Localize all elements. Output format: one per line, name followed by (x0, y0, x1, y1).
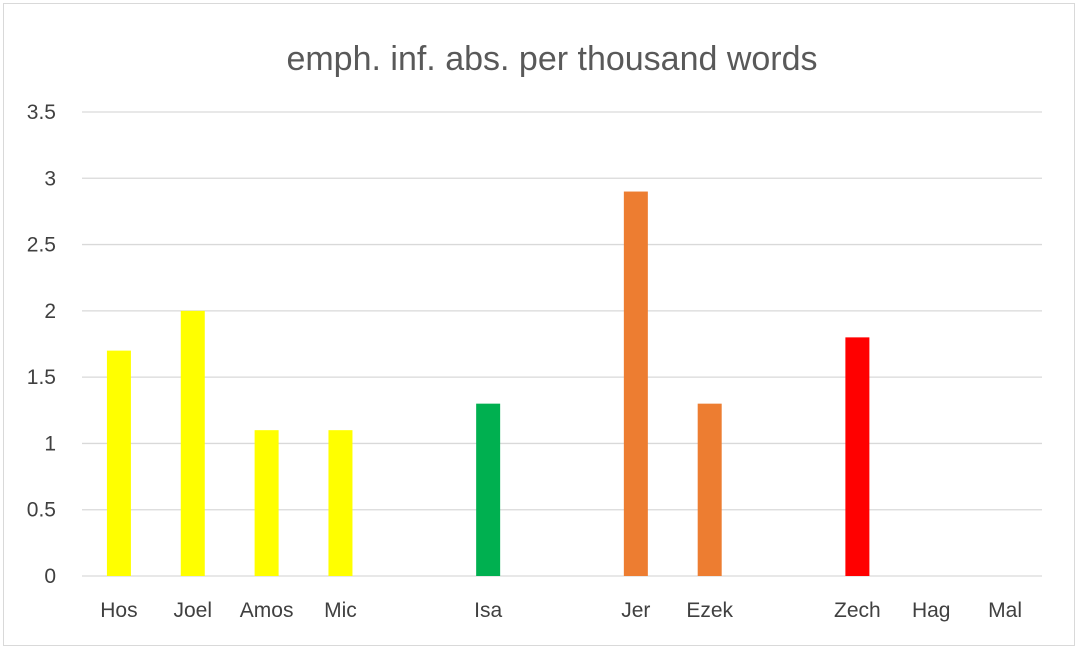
y-axis-ticks: 0 0.5 1 1.5 2 2.5 3 3.5 (27, 101, 56, 588)
bar-ezek (697, 403, 722, 576)
x-tick-label: Ezek (686, 599, 733, 622)
bars (106, 191, 870, 577)
y-tick-label: 1.5 (27, 366, 56, 389)
x-tick-label: Isa (474, 599, 502, 622)
y-tick-label: 2 (44, 300, 56, 323)
gridlines (82, 111, 1042, 577)
x-tick-label: Mal (988, 599, 1022, 622)
y-tick-label: 3.5 (27, 101, 56, 124)
y-tick-label: 1 (44, 432, 56, 455)
x-tick-label: Jer (621, 599, 650, 622)
x-tick-label: Hos (100, 599, 137, 622)
bar-mic (328, 430, 353, 576)
x-tick-label: Mic (324, 599, 357, 622)
y-tick-label: 0.5 (27, 499, 56, 522)
bar-amos (254, 430, 279, 576)
bar-zech (845, 337, 870, 576)
y-tick-label: 2.5 (27, 234, 56, 257)
bar-joel (180, 310, 205, 576)
x-tick-label: Zech (834, 599, 881, 622)
x-tick-label: Amos (240, 599, 294, 622)
bar-jer (623, 191, 648, 577)
bar-isa (476, 403, 501, 576)
x-tick-label: Hag (912, 599, 951, 622)
chart-title: emph. inf. abs. per thousand words (286, 40, 817, 78)
x-axis-ticks: Hos Joel Amos Mic Isa Jer Ezek Zech Hag Mal (100, 599, 1022, 622)
bar-hos (106, 350, 131, 576)
y-tick-label: 0 (44, 565, 56, 588)
x-tick-label: Joel (174, 599, 213, 622)
y-tick-label: 3 (44, 167, 56, 190)
